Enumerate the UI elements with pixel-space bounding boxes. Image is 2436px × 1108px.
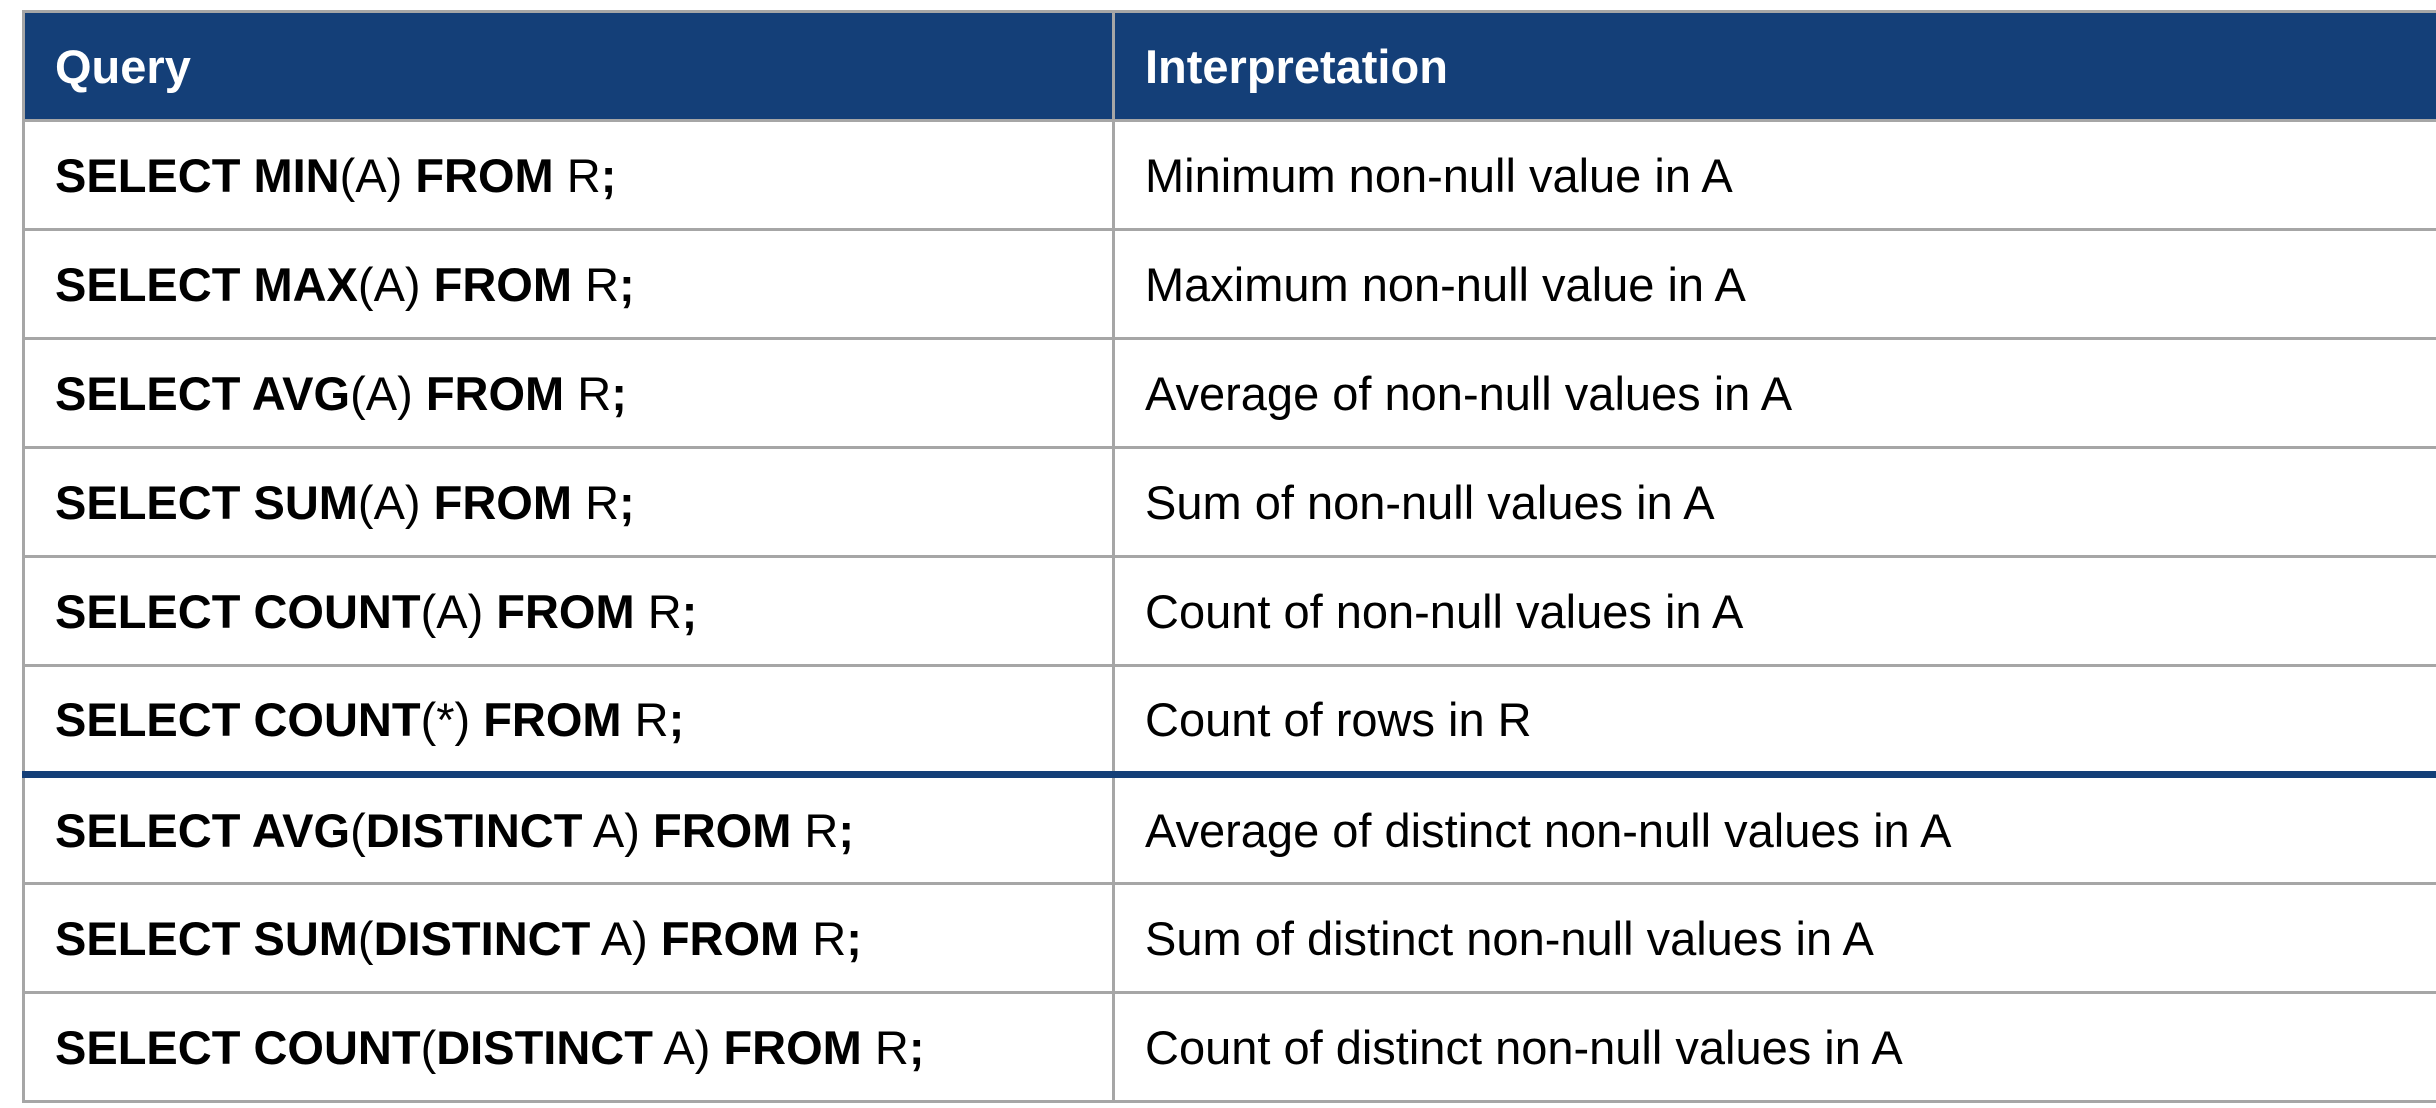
sql-text: ( <box>420 1020 437 1074</box>
sql-keyword: SELECT AVG <box>55 803 351 857</box>
sql-text: R <box>621 692 669 746</box>
interpretation-cell: Average of distinct non-null values in A <box>1112 773 2436 885</box>
sql-keyword: FROM <box>415 148 554 202</box>
sql-keyword: ; <box>619 257 635 311</box>
sql-text: (A) <box>339 148 416 202</box>
header-row: Query Interpretation <box>22 10 2436 122</box>
table-row: SELECT AVG(DISTINCT A) FROM R; Average of… <box>22 773 2436 885</box>
sql-keyword: ; <box>838 803 855 857</box>
sql-keyword: SELECT COUNT <box>55 584 421 638</box>
sql-text: ( <box>350 803 366 857</box>
sql-keyword: SELECT AVG <box>55 366 351 420</box>
sql-text: R <box>572 257 620 311</box>
table-body: SELECT MIN(A) FROM R; Minimum non-null va… <box>22 119 2436 1103</box>
sql-text: (A) <box>350 366 426 420</box>
header-interpretation: Interpretation <box>1112 10 2436 122</box>
sql-keyword: SELECT SUM <box>55 911 358 965</box>
sql-keyword: SELECT MIN <box>55 148 340 202</box>
sql-text: R <box>791 803 839 857</box>
table-row: SELECT COUNT(DISTINCT A) FROM R; Count of… <box>22 991 2436 1103</box>
sql-keyword: ; <box>908 1020 925 1074</box>
table-row: SELECT SUM(A) FROM R; Sum of non-null val… <box>22 446 2436 558</box>
interpretation-cell: Count of non-null values in A <box>1112 555 2436 667</box>
sql-keyword: DISTINCT <box>436 1020 653 1074</box>
sql-text: R <box>553 148 601 202</box>
sql-keyword: FROM <box>660 911 800 965</box>
sql-keyword: SELECT SUM <box>55 475 358 529</box>
sql-keyword: SELECT COUNT <box>55 1020 421 1074</box>
sql-keyword: ; <box>600 148 617 202</box>
sql-keyword: FROM <box>653 803 792 857</box>
sql-keyword: DISTINCT <box>373 911 591 965</box>
sql-keyword: FROM <box>433 257 573 311</box>
header-query: Query <box>22 10 1115 122</box>
table-row: SELECT AVG(A) FROM R; Average of non-null… <box>22 337 2436 449</box>
sql-keyword: FROM <box>483 692 622 746</box>
sql-keyword: SELECT COUNT <box>55 692 421 746</box>
interpretation-cell: Minimum non-null value in A <box>1112 119 2436 231</box>
sql-keyword: ; <box>681 584 698 638</box>
query-cell: SELECT MAX(A) FROM R; <box>22 228 1115 340</box>
sql-text: (A) <box>420 584 497 638</box>
sql-keyword: FROM <box>496 584 635 638</box>
interpretation-cell: Sum of distinct non-null values in A <box>1112 882 2436 994</box>
sql-text: A) <box>582 803 653 857</box>
table-row: SELECT MIN(A) FROM R; Minimum non-null va… <box>22 119 2436 231</box>
sql-keyword: ; <box>611 366 627 420</box>
sql-keyword: ; <box>846 911 862 965</box>
interpretation-cell: Sum of non-null values in A <box>1112 446 2436 558</box>
interpretation-cell: Count of rows in R <box>1112 664 2436 778</box>
interpretation-cell: Count of distinct non-null values in A <box>1112 991 2436 1103</box>
aggregate-query-table: Query Interpretation SELECT MIN(A) FROM … <box>22 10 2436 1103</box>
sql-text: (A) <box>357 257 434 311</box>
sql-text: R <box>572 475 620 529</box>
sql-text: (A) <box>357 475 434 529</box>
query-cell: SELECT AVG(DISTINCT A) FROM R; <box>22 773 1115 885</box>
sql-text: ( <box>357 911 374 965</box>
query-cell: SELECT SUM(A) FROM R; <box>22 446 1115 558</box>
query-cell: SELECT COUNT(*) FROM R; <box>22 664 1115 778</box>
query-cell: SELECT COUNT(DISTINCT A) FROM R; <box>22 991 1115 1103</box>
sql-keyword: FROM <box>723 1020 862 1074</box>
table-row: SELECT MAX(A) FROM R; Maximum non-null va… <box>22 228 2436 340</box>
sql-text: A) <box>652 1020 724 1074</box>
interpretation-cell: Average of non-null values in A <box>1112 337 2436 449</box>
query-cell: SELECT MIN(A) FROM R; <box>22 119 1115 231</box>
query-cell: SELECT AVG(A) FROM R; <box>22 337 1115 449</box>
sql-keyword: FROM <box>425 366 565 420</box>
query-cell: SELECT SUM(DISTINCT A) FROM R; <box>22 882 1115 994</box>
sql-text: R <box>564 366 612 420</box>
sql-keyword: ; <box>619 475 635 529</box>
sql-keyword: FROM <box>433 475 573 529</box>
query-interpretation-table: Query Interpretation SELECT MIN(A) FROM … <box>22 10 2436 1103</box>
table-row: SELECT COUNT(A) FROM R; Count of non-null… <box>22 555 2436 667</box>
query-cell: SELECT COUNT(A) FROM R; <box>22 555 1115 667</box>
sql-keyword: SELECT MAX <box>55 257 358 311</box>
sql-text: R <box>634 584 682 638</box>
sql-text: (*) <box>420 692 484 746</box>
sql-text: R <box>861 1020 909 1074</box>
sql-keyword: ; <box>668 692 685 746</box>
table-row: SELECT SUM(DISTINCT A) FROM R; Sum of dis… <box>22 882 2436 994</box>
table-row: SELECT COUNT(*) FROM R; Count of rows in … <box>22 664 2436 778</box>
sql-keyword: DISTINCT <box>365 803 583 857</box>
sql-text: A) <box>590 911 661 965</box>
sql-text: R <box>799 911 847 965</box>
interpretation-cell: Maximum non-null value in A <box>1112 228 2436 340</box>
